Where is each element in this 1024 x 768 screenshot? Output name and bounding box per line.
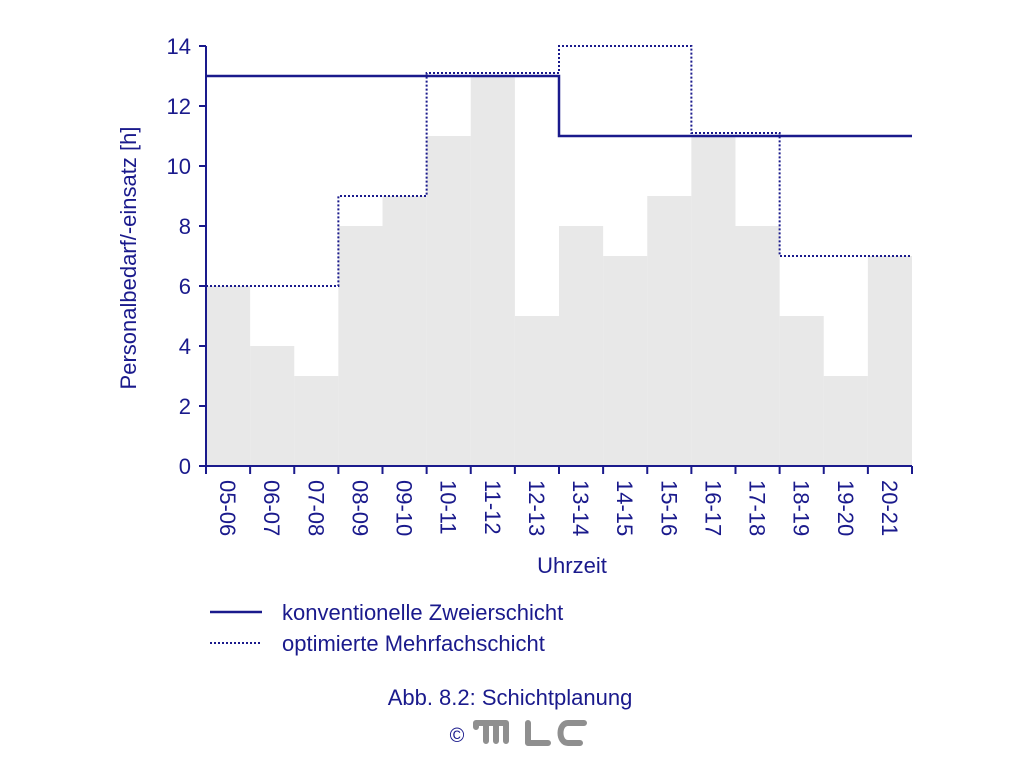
x-tick-label-13-14: 13-14 [568, 480, 593, 536]
x-tick-label-15-16: 15-16 [656, 480, 681, 536]
x-tick-label-19-20: 19-20 [833, 480, 858, 536]
x-tick-label-10-11: 10-11 [436, 480, 461, 535]
bar-15-16 [647, 196, 692, 466]
x-tick-label-14-15: 14-15 [612, 480, 637, 536]
y-axis-label: Personalbedarf/-einsatz [h] [116, 127, 141, 390]
copyright-symbol: © [450, 725, 465, 747]
series-line-0 [206, 74, 912, 138]
y-tick-label-10: 10 [167, 154, 191, 179]
axes-layer [199, 45, 913, 474]
logo-letter-s [557, 720, 587, 746]
bar-05-06 [206, 286, 251, 466]
mls-logo [473, 720, 587, 746]
y-tick-labels: 0 2 4 6 8 10 12 14 [167, 34, 191, 479]
y-tick-label-0: 0 [179, 454, 191, 479]
y-tick-label-14: 14 [167, 34, 191, 59]
x-tick-label-18-19: 18-19 [789, 480, 814, 536]
y-tick-label-8: 8 [179, 214, 191, 239]
x-tick-label-09-10: 09-10 [392, 480, 417, 536]
x-tick-labels: 05-06 06-07 07-08 08-09 09-10 10-11 11-12 12-13… [215, 480, 902, 536]
bar-06-07 [250, 346, 295, 466]
x-axis-label: Uhrzeit [537, 553, 607, 578]
bar-08-09 [338, 226, 383, 466]
legend-label-1: optimierte Mehrfachschicht [282, 631, 545, 656]
bar-13-14 [559, 226, 604, 466]
y-tick-label-2: 2 [179, 394, 191, 419]
x-tick-label-12-13: 12-13 [524, 480, 549, 536]
x-tick-label-11-12: 11-12 [480, 480, 505, 535]
bar-17-18 [735, 226, 780, 466]
bar-11-12 [470, 76, 515, 466]
bars-layer [206, 76, 912, 466]
x-tick-label-07-08: 07-08 [303, 480, 328, 536]
bar-19-20 [823, 376, 868, 466]
figure-caption: Abb. 8.2: Schichtplanung [388, 685, 633, 710]
y-tick-label-4: 4 [179, 334, 191, 359]
bar-20-21 [867, 256, 912, 466]
bar-14-15 [603, 256, 648, 466]
x-tick-label-17-18: 17-18 [745, 480, 770, 536]
lines-layer [206, 45, 912, 287]
bar-18-19 [779, 316, 824, 466]
bar-10-11 [426, 136, 471, 466]
y-tick-label-12: 12 [167, 94, 191, 119]
bar-16-17 [691, 136, 736, 466]
x-tick-label-20-21: 20-21 [877, 480, 902, 536]
y-tick-label-6: 6 [179, 274, 191, 299]
x-tick-label-16-17: 16-17 [700, 480, 725, 536]
logo-letter-m [473, 720, 509, 744]
legend-label-0: konventionelle Zweierschicht [282, 600, 563, 625]
series-line-1 [206, 45, 912, 287]
legend: konventionelle Zweierschicht optimierte M… [210, 600, 563, 656]
x-tick-label-05-06: 05-06 [215, 480, 240, 536]
logo-letter-l [525, 720, 551, 746]
bar-07-08 [294, 376, 339, 466]
bar-09-10 [382, 196, 427, 466]
x-tick-label-06-07: 06-07 [259, 480, 284, 536]
x-tick-label-08-09: 08-09 [347, 480, 372, 536]
bar-12-13 [514, 316, 559, 466]
